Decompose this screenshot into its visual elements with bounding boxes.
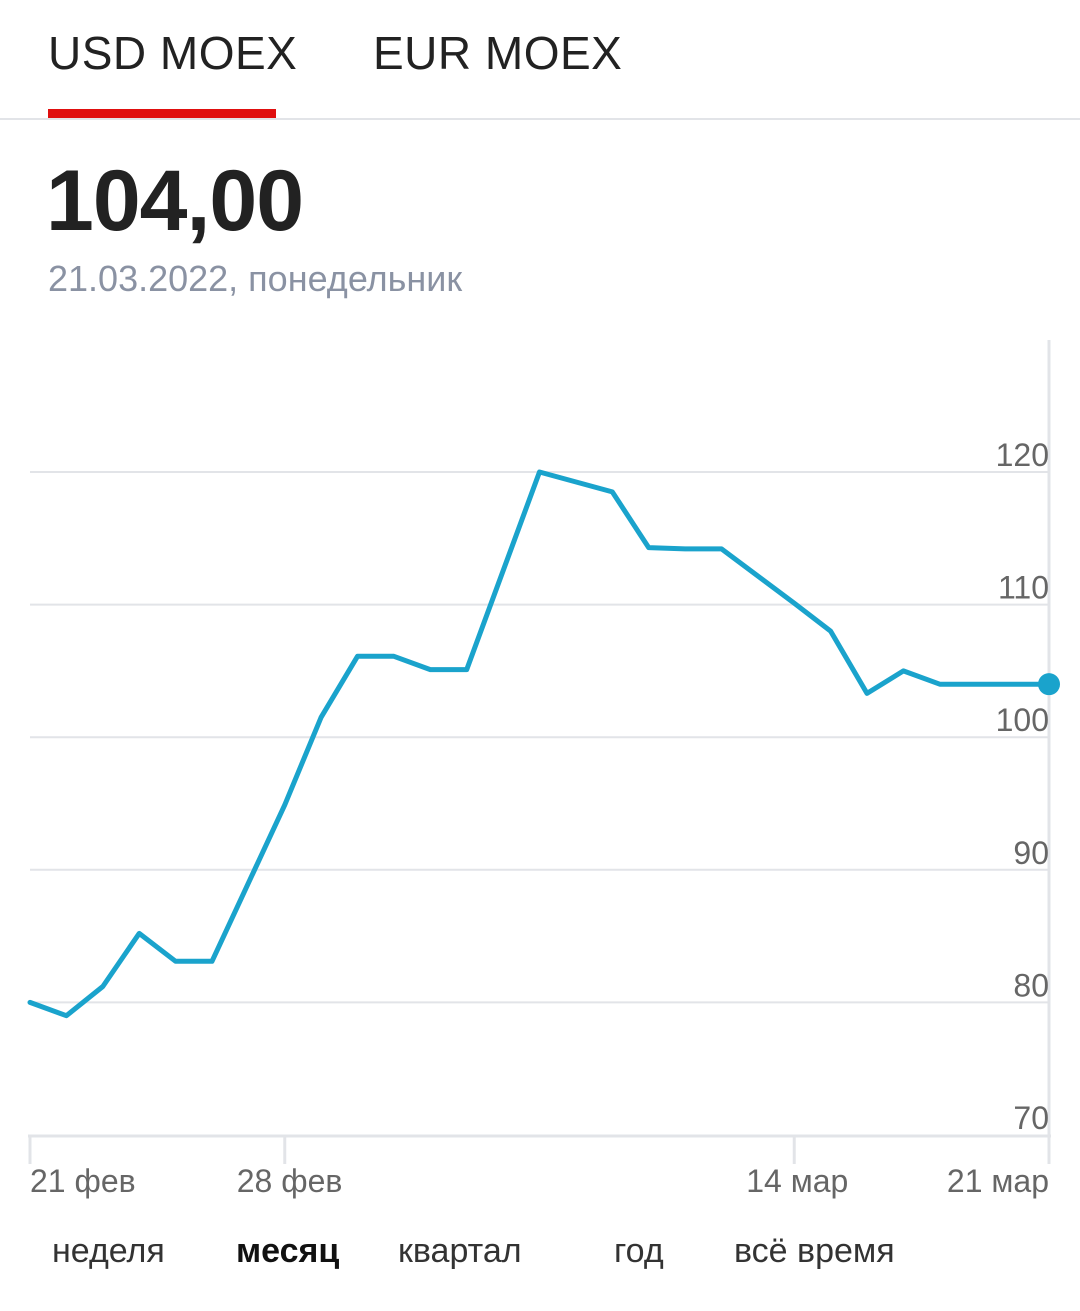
currency-tabs: USD MOEX EUR MOEX [0,0,1080,120]
tab-eur-moex[interactable]: EUR MOEX [373,27,623,79]
tab-usd-moex[interactable]: USD MOEX [48,27,298,79]
series-line-0 [27,469,1052,1019]
active-tab-indicator [48,109,276,118]
last-point-marker[interactable] [1038,673,1060,696]
period-selector: неделя месяц квартал год всё время [0,1232,1080,1292]
y-tick-label-70: 70 [1013,1100,1049,1136]
tabs-divider [0,118,1080,120]
x-tick-label-3: 21 мар [947,1163,1049,1199]
period-month[interactable]: месяц [236,1232,340,1270]
period-quarter[interactable]: квартал [398,1232,522,1270]
x-tick-label-0: 21 фев [30,1163,136,1199]
y-tick-label-110: 110 [998,570,1049,606]
period-all-time[interactable]: всё время [734,1232,895,1270]
y-tick-label-90: 90 [1013,835,1049,871]
period-year[interactable]: год [614,1232,664,1270]
current-rate: 104,00 [46,153,304,249]
x-tick-label-2: 14 мар [746,1163,848,1199]
y-tick-label-80: 80 [1013,967,1049,1003]
y-tick-label-100: 100 [996,702,1049,738]
rate-date: 21.03.2022, понедельник [48,258,463,299]
rate-line-chart[interactable]: 70 80 90 100 110 120 21 фев 28 фев 14 мар 21 мар [0,330,1080,1210]
x-tick-label-1: 28 фев [237,1163,343,1199]
y-tick-label-120: 120 [996,437,1049,473]
period-week[interactable]: неделя [52,1232,165,1270]
